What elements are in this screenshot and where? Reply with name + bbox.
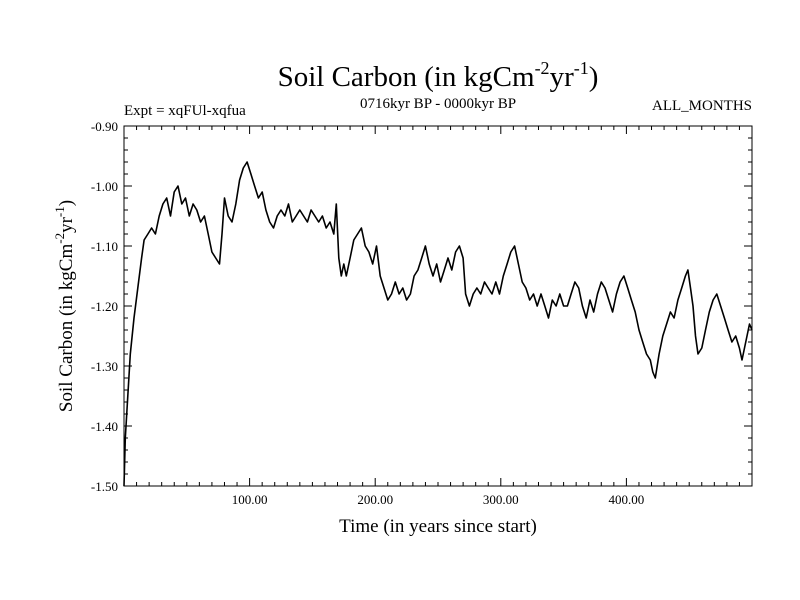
- axis-ticks: [124, 126, 752, 486]
- soil-carbon-series-line: [123, 161, 753, 487]
- y-tick-label: -1.10: [91, 239, 118, 254]
- x-tick-label: 100.00: [232, 492, 268, 507]
- y-tick-label: -1.40: [91, 419, 118, 434]
- experiment-label: Expt = xqFUl-xqfua: [124, 103, 246, 119]
- y-axis-label: Soil Carbon (in kgCm-2yr-1): [52, 200, 77, 412]
- x-tick-label: 400.00: [609, 492, 645, 507]
- chart-title: Soil Carbon (in kgCm-2yr-1): [278, 58, 599, 93]
- x-tick-label: 200.00: [357, 492, 393, 507]
- plot-frame: [123, 125, 753, 487]
- x-axis-label: Time (in years since start): [339, 516, 537, 537]
- months-label: ALL_MONTHS: [652, 98, 752, 114]
- time-range-label: 0716kyr BP - 0000kyr BP: [360, 96, 516, 112]
- axis-tick-labels: 100.00 200.00 300.00 400.00 -0.90 -1.00 -1.10 -…: [91, 119, 644, 507]
- y-tick-label: -1.50: [91, 479, 118, 494]
- y-tick-label: -1.30: [91, 359, 118, 374]
- y-tick-label: -1.20: [91, 299, 118, 314]
- y-tick-label: -1.00: [91, 179, 118, 194]
- x-tick-label: 300.00: [483, 492, 519, 507]
- y-tick-label: -0.90: [91, 119, 118, 134]
